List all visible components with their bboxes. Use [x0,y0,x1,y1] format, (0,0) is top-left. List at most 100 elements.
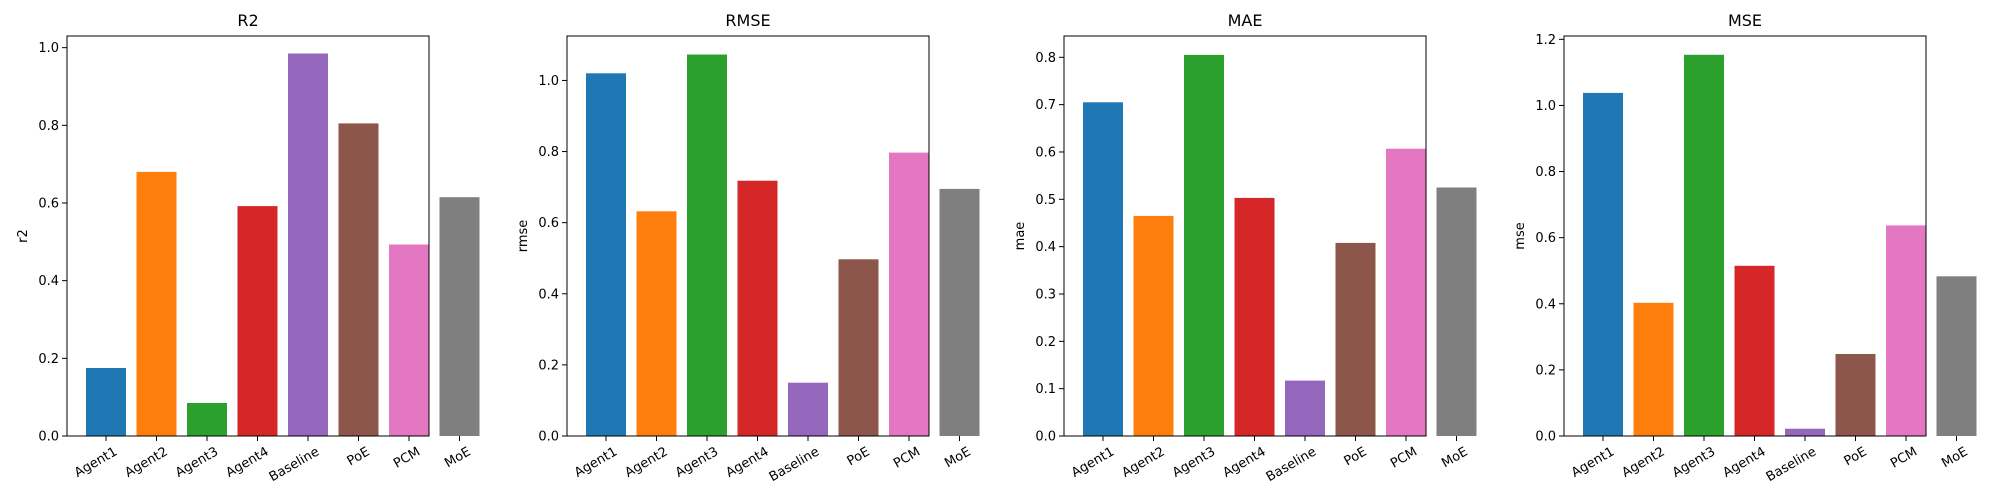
y-tick-label: 0.8 [38,119,59,134]
bar-agent1 [586,73,626,436]
y-axis-label: r2 [16,229,31,243]
x-tick-label: Baseline [1264,444,1319,485]
panel-title: R2 [237,11,258,30]
bar-baseline [1285,381,1325,436]
y-tick-group: 0.0 0.2 0.4 0.6 0.8 1.0 [38,41,67,444]
y-tick-label: 0.7 [1035,98,1056,113]
y-tick-label: 0.4 [1035,240,1056,255]
y-tick-label: 0.0 [538,430,559,445]
x-tick-label: MoE [442,444,473,471]
bar-baseline [288,54,328,437]
y-tick-label: 0.2 [1535,363,1556,378]
bar-poe [1336,243,1376,436]
y-axis-label: mse [1513,222,1528,249]
bar-pcm [1886,225,1926,436]
y-tick-label: 0.0 [1535,430,1556,445]
x-tick-label: PoE [345,444,373,469]
bar-agent3 [1184,55,1224,436]
y-tick-label: 0.6 [1035,145,1056,160]
bar-moe [440,197,480,436]
bar-poe [1836,354,1876,436]
bar-group [586,55,980,437]
x-tick-label: Agent1 [572,444,620,480]
y-axis-label: mae [1013,222,1028,251]
bar-agent4 [1735,266,1775,436]
bar-agent3 [187,403,227,436]
bar-agent4 [238,206,278,436]
x-tick-label: PoE [1342,444,1370,469]
bar-agent3 [1684,55,1724,436]
y-tick-label: 0.4 [1535,297,1556,312]
y-tick-group: 0.0 0.2 0.4 0.6 0.8 1.0 [538,74,567,445]
y-tick-label: 0.6 [38,196,59,211]
x-tick-label: Agent4 [723,444,771,480]
y-tick-label: 0.2 [38,352,59,367]
bar-agent4 [1235,198,1275,436]
x-tick-label: Agent3 [173,444,221,480]
y-tick-label: 0.8 [1535,165,1556,180]
y-tick-label: 1.0 [1535,99,1556,114]
x-tick-label: PCM [1388,444,1420,471]
bar-agent2 [1634,303,1674,436]
bar-agent1 [1583,93,1623,436]
y-tick-label: 0.0 [1035,430,1056,445]
bar-poe [339,123,379,436]
bar-moe [940,189,980,436]
bar-agent1 [86,368,126,436]
y-tick-label: 0.6 [1535,231,1556,246]
y-tick-label: 0.5 [1035,193,1056,208]
y-tick-label: 0.4 [38,274,59,289]
panel-title: RMSE [725,11,770,30]
y-tick-label: 0.2 [1035,335,1056,350]
x-tick-label: PoE [845,444,873,469]
x-tick-label: Agent3 [1670,444,1718,480]
bar-agent2 [137,172,177,436]
x-tick-label: Baseline [1764,444,1819,485]
x-tick-label: MoE [1939,444,1970,471]
bar-agent2 [1134,216,1174,436]
y-tick-label: 1.0 [38,41,59,56]
x-tick-label: MoE [942,444,973,471]
y-tick-label: 0.6 [538,216,559,231]
x-tick-label: Agent2 [1119,444,1167,480]
x-tick-label: PoE [1842,444,1870,469]
panel-mae: MAE mae 0.0 0.1 0.2 0.3 0.4 0.5 0.6 0.7 0.8 Agen… [1013,11,1477,485]
y-tick-label: 1.2 [1535,33,1556,48]
y-tick-label: 0.8 [538,145,559,160]
panel-r2: R2 r2 0.00.20.40.60.81.0 Agent1 Agent2 Age… [16,11,480,485]
bar-pcm [1386,149,1426,436]
x-tick-label: Agent1 [1569,444,1617,480]
bar-agent4 [738,181,778,436]
x-tick-label: Agent2 [1619,444,1667,480]
bar-pcm [389,245,429,437]
x-tick-label: Baseline [767,444,822,485]
x-tick-label: Agent1 [1069,444,1117,480]
x-tick-label: PCM [891,444,923,471]
y-tick-label: 0.8 [1035,51,1056,66]
x-tick-label: Baseline [267,444,322,485]
bar-group [1083,55,1477,436]
x-tick-label: Agent2 [622,444,670,480]
bar-baseline [788,383,828,436]
bar-group [86,54,480,437]
panel-rmse: RMSE rmse 0.00.20.40.60.81.0 Agent1 Agent… [516,11,980,485]
y-tick-label: 0.3 [1035,287,1056,302]
y-tick-group: 0.0 0.1 0.2 0.3 0.4 0.5 0.6 0.7 0.8 [1035,51,1064,445]
x-tick-label: Agent4 [1720,444,1768,480]
x-tick-label: Agent4 [1220,444,1268,480]
bar-poe [839,259,879,436]
y-tick-label: 0.1 [1035,382,1056,397]
bar-moe [1937,276,1977,436]
y-axis-label: rmse [516,220,531,253]
bar-baseline [1785,429,1825,436]
panel-mse: MSE mse 0.00.20.40.60.81.01.2 Agent1 Agen… [1513,11,1977,485]
bar-group [1583,55,1977,436]
panel-title: MAE [1228,11,1263,30]
bar-agent2 [637,211,677,436]
x-tick-label: Agent3 [673,444,721,480]
